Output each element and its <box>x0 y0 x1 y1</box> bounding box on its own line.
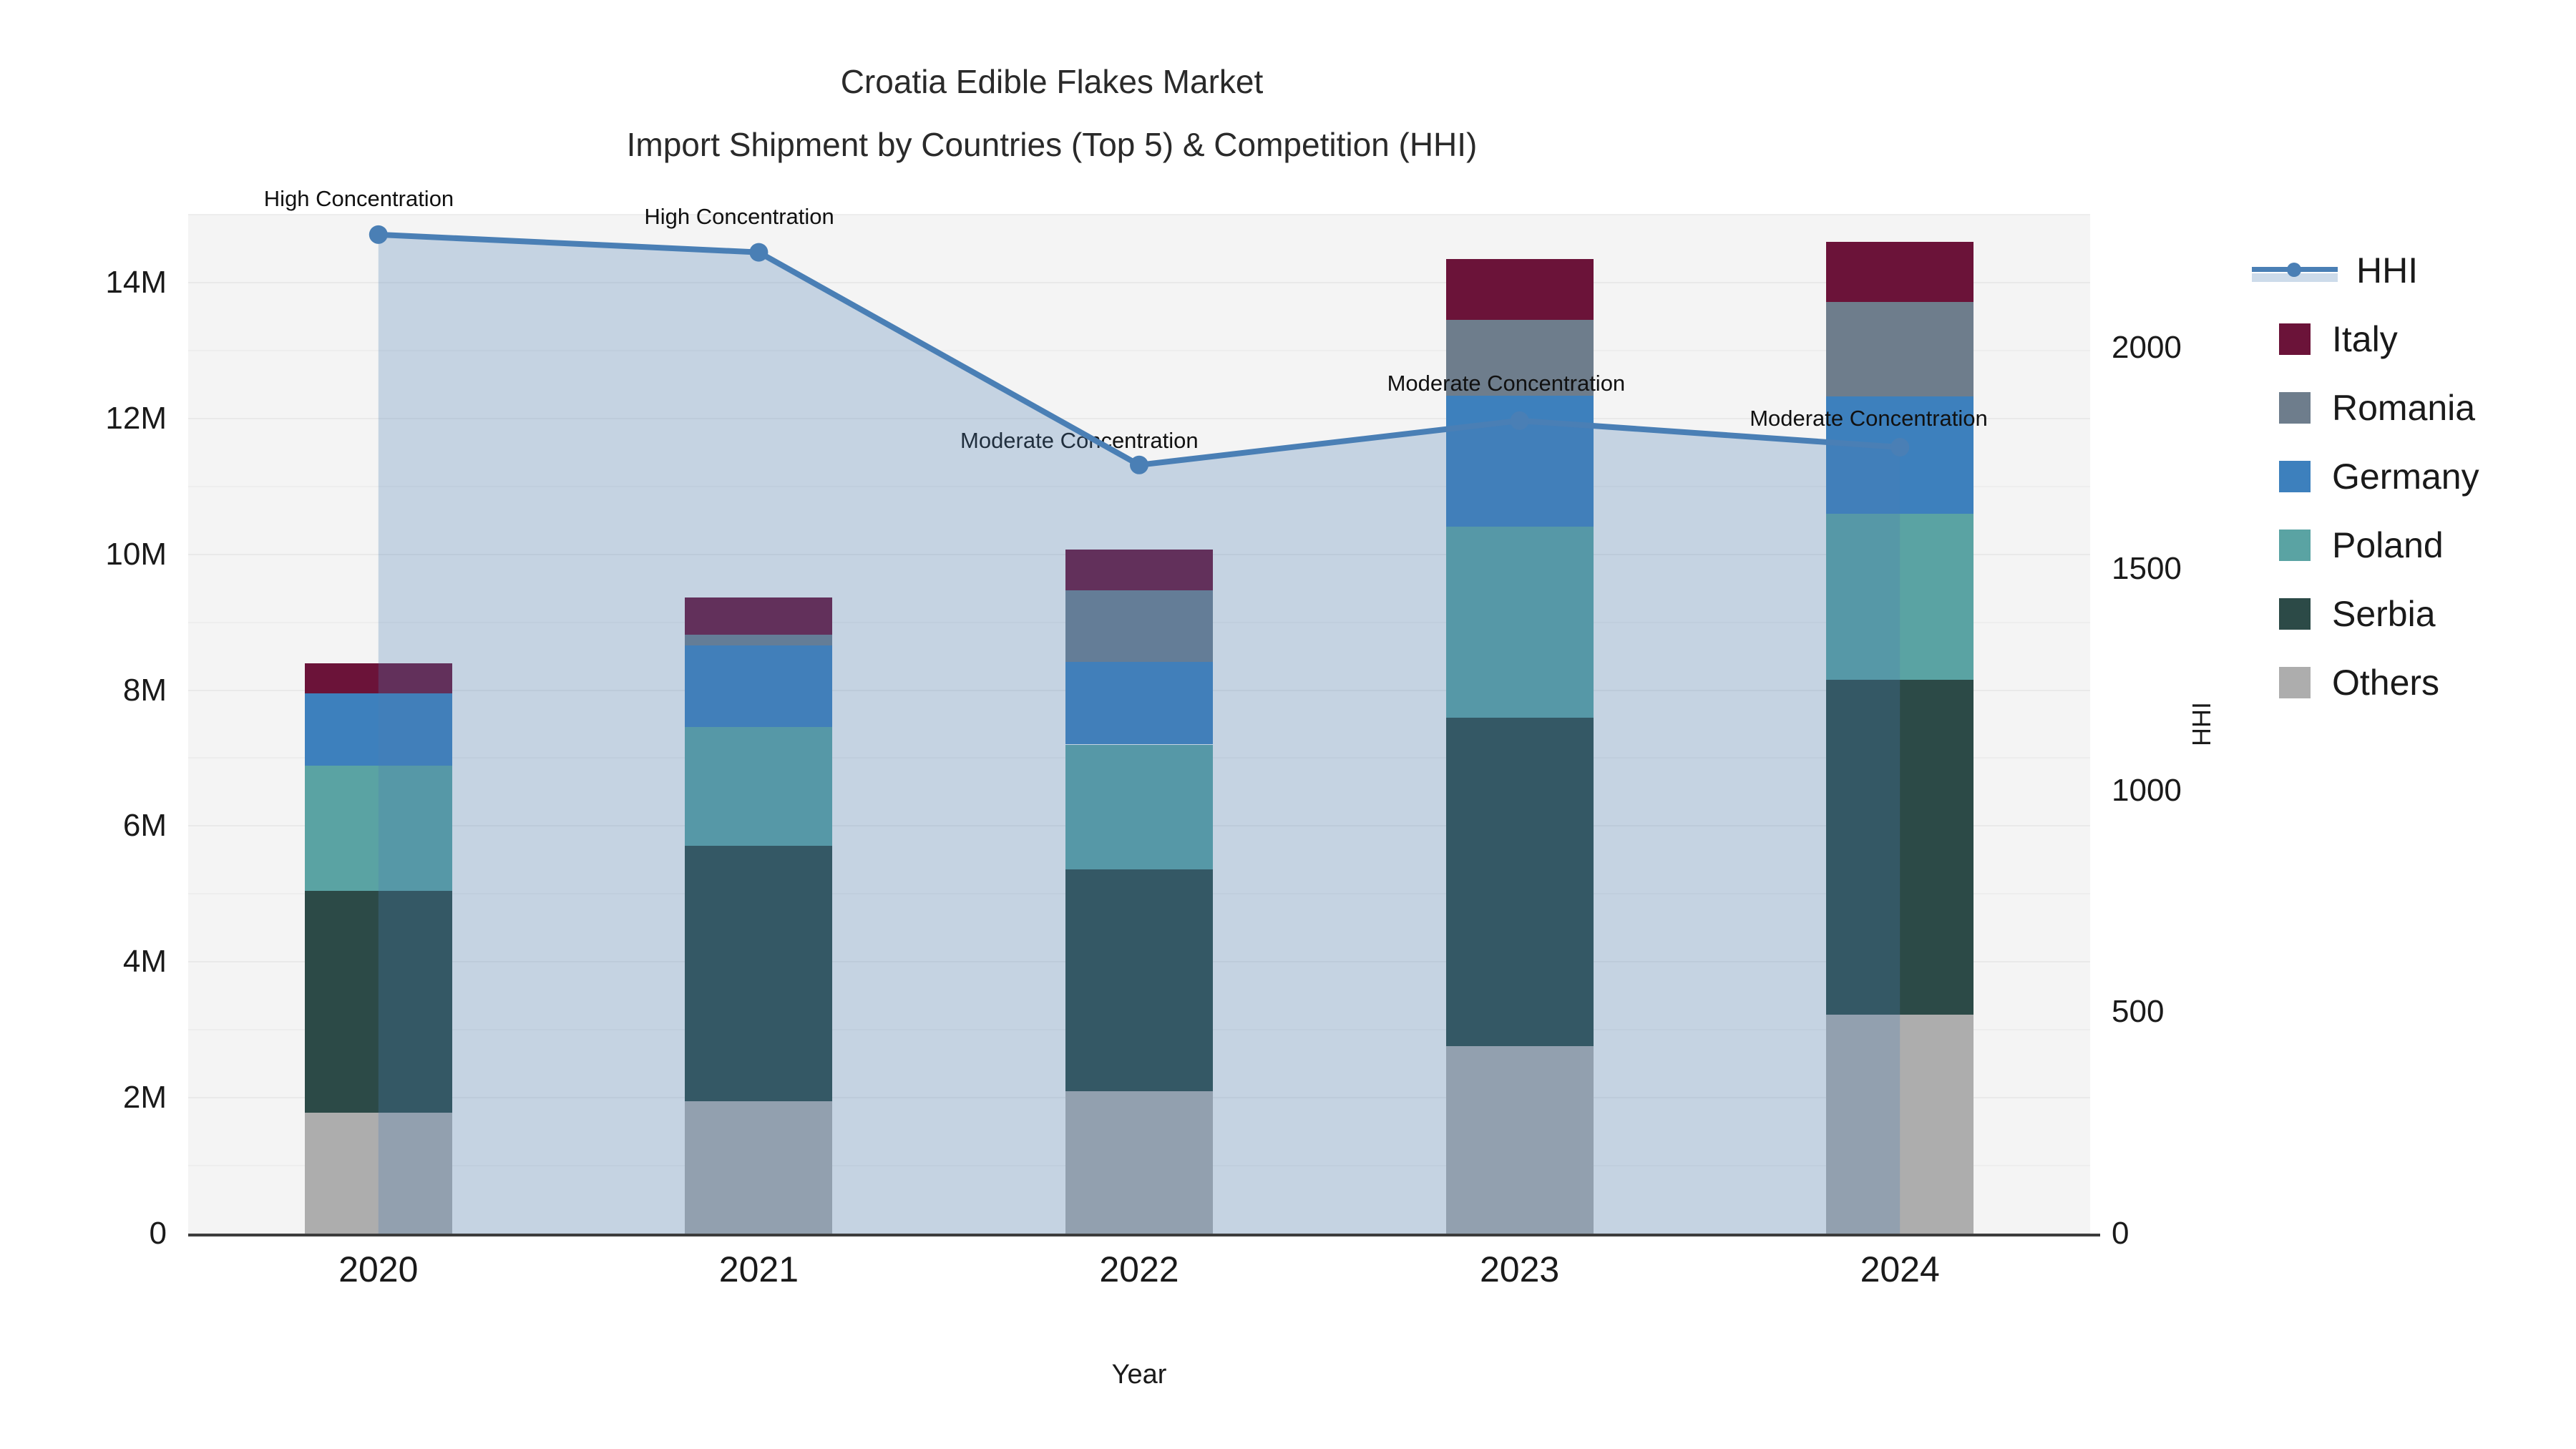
bar-segment-romania-2021[interactable] <box>685 634 833 645</box>
bar-group-2022[interactable] <box>1065 215 1213 1234</box>
legend-item-romania[interactable]: Romania <box>2279 374 2576 442</box>
gridline <box>188 349 2090 351</box>
legend-label: Romania <box>2332 388 2476 428</box>
bar-segment-serbia-2020[interactable] <box>304 890 452 1113</box>
bar-segment-others-2020[interactable] <box>304 1113 452 1234</box>
hhi-line-series <box>369 225 1910 1234</box>
bar-segment-italy-2024[interactable] <box>1826 241 1974 302</box>
bar-group-2021[interactable] <box>685 215 833 1234</box>
annotation-2021: High Concentration <box>644 203 834 229</box>
hhi-point-2020[interactable] <box>369 225 388 244</box>
chart-legend: HHI Italy Romania Germany Poland Serbia Others <box>2252 236 2576 717</box>
x-axis-tick-2024: 2024 <box>1860 1249 1940 1289</box>
legend-item-poland[interactable]: Poland <box>2279 511 2576 580</box>
chart-title: Croatia Edible Flakes Market Import Ship… <box>0 50 2104 176</box>
legend-swatch-italy <box>2279 323 2311 355</box>
y-axis-left-tick: 2M <box>122 1080 167 1116</box>
x-axis-baseline <box>188 1234 2100 1236</box>
annotation-2020: High Concentration <box>263 185 454 211</box>
gridline <box>188 214 2090 215</box>
y-axis-left-tick: 0 <box>149 1216 167 1251</box>
legend-label: HHI <box>2356 250 2419 291</box>
x-axis-tick-2022: 2022 <box>1099 1249 1179 1289</box>
bar-segment-poland-2022[interactable] <box>1065 744 1213 870</box>
bar-segment-others-2022[interactable] <box>1065 1091 1213 1234</box>
hhi-line-swatch-icon <box>2252 255 2338 286</box>
legend-item-germany[interactable]: Germany <box>2279 442 2576 511</box>
hhi-point-2022[interactable] <box>1130 455 1148 474</box>
hhi-point-2021[interactable] <box>749 243 769 262</box>
gridline <box>188 417 2090 419</box>
title-line-2: Import Shipment by Countries (Top 5) & C… <box>626 126 1478 163</box>
hhi-area-fill <box>378 234 1901 1234</box>
y-axis-left-tick: 12M <box>105 400 167 436</box>
bar-segment-italy-2020[interactable] <box>304 663 452 694</box>
title-line-1: Croatia Edible Flakes Market <box>840 63 1264 100</box>
bar-segment-poland-2024[interactable] <box>1826 513 1974 680</box>
legend-label: Serbia <box>2332 594 2436 634</box>
legend-swatch-romania <box>2279 392 2311 424</box>
legend-label: Poland <box>2332 525 2444 565</box>
bar-segment-romania-2024[interactable] <box>1826 301 1974 397</box>
bar-segment-others-2024[interactable] <box>1826 1015 1974 1234</box>
legend-item-serbia[interactable]: Serbia <box>2279 580 2576 648</box>
y-axis-right-tick: 1000 <box>2112 772 2182 808</box>
legend-swatch-germany <box>2279 461 2311 492</box>
gridline <box>188 281 2090 283</box>
x-axis-tick-2023: 2023 <box>1479 1249 1560 1289</box>
bar-group-2020[interactable] <box>304 215 452 1234</box>
x-axis-tick-2021: 2021 <box>718 1249 799 1289</box>
bar-group-2023[interactable] <box>1445 215 1594 1234</box>
bar-segment-germany-2021[interactable] <box>685 645 833 727</box>
bar-segment-germany-2022[interactable] <box>1065 661 1213 745</box>
hhi-point-2023[interactable] <box>1510 411 1529 430</box>
annotation-2023: Moderate Concentration <box>1387 370 1626 396</box>
y-axis-right-tick: 500 <box>2112 994 2165 1030</box>
legend-label: Others <box>2332 663 2440 703</box>
y-axis-left-tick: 6M <box>122 808 167 844</box>
bar-segment-serbia-2024[interactable] <box>1826 680 1974 1015</box>
legend-item-hhi[interactable]: HHI <box>2252 236 2576 305</box>
bar-segment-romania-2023[interactable] <box>1445 320 1594 396</box>
hhi-point-2024[interactable] <box>1890 438 1910 457</box>
legend-item-others[interactable]: Others <box>2279 648 2576 717</box>
bar-segment-serbia-2021[interactable] <box>685 845 833 1101</box>
legend-swatch-serbia <box>2279 598 2311 630</box>
x-axis-tick-2020: 2020 <box>338 1249 419 1289</box>
hhi-marker-swatch <box>2287 263 2301 277</box>
bar-segment-serbia-2022[interactable] <box>1065 869 1213 1091</box>
y-axis-left-tick: 10M <box>105 536 167 572</box>
bar-segment-poland-2021[interactable] <box>685 726 833 846</box>
y-axis-right-tick: 2000 <box>2112 329 2182 365</box>
y-axis-right-title: HHI <box>2187 702 2216 746</box>
y-axis-right-tick: 0 <box>2112 1216 2129 1251</box>
bar-segment-italy-2021[interactable] <box>685 597 833 635</box>
legend-item-italy[interactable]: Italy <box>2279 305 2576 374</box>
hhi-area-swatch <box>2252 273 2338 282</box>
legend-label: Germany <box>2332 457 2479 497</box>
bar-segment-poland-2020[interactable] <box>304 765 452 891</box>
x-axis-title: Year <box>1111 1360 1167 1390</box>
legend-swatch-poland <box>2279 530 2311 561</box>
bar-segment-italy-2023[interactable] <box>1445 258 1594 321</box>
bar-segment-germany-2020[interactable] <box>304 693 452 766</box>
bar-segment-italy-2022[interactable] <box>1065 550 1213 590</box>
y-axis-right-tick: 1500 <box>2112 551 2182 587</box>
y-axis-left-tick: 4M <box>122 944 167 980</box>
plot-area: High Concentration High Concentration Mode… <box>188 186 2100 1236</box>
gridline <box>188 485 2090 487</box>
bar-segment-others-2023[interactable] <box>1445 1045 1594 1234</box>
bar-segment-serbia-2023[interactable] <box>1445 718 1594 1046</box>
legend-swatch-others <box>2279 667 2311 698</box>
y-axis-left-tick: 14M <box>105 264 167 300</box>
bar-segment-romania-2022[interactable] <box>1065 590 1213 662</box>
bar-segment-poland-2023[interactable] <box>1445 526 1594 718</box>
annotation-2024: Moderate Concentration <box>1750 406 1988 431</box>
bar-segment-others-2021[interactable] <box>685 1101 833 1234</box>
y-axis-left-tick: 8M <box>122 672 167 708</box>
legend-label: Italy <box>2332 319 2398 359</box>
